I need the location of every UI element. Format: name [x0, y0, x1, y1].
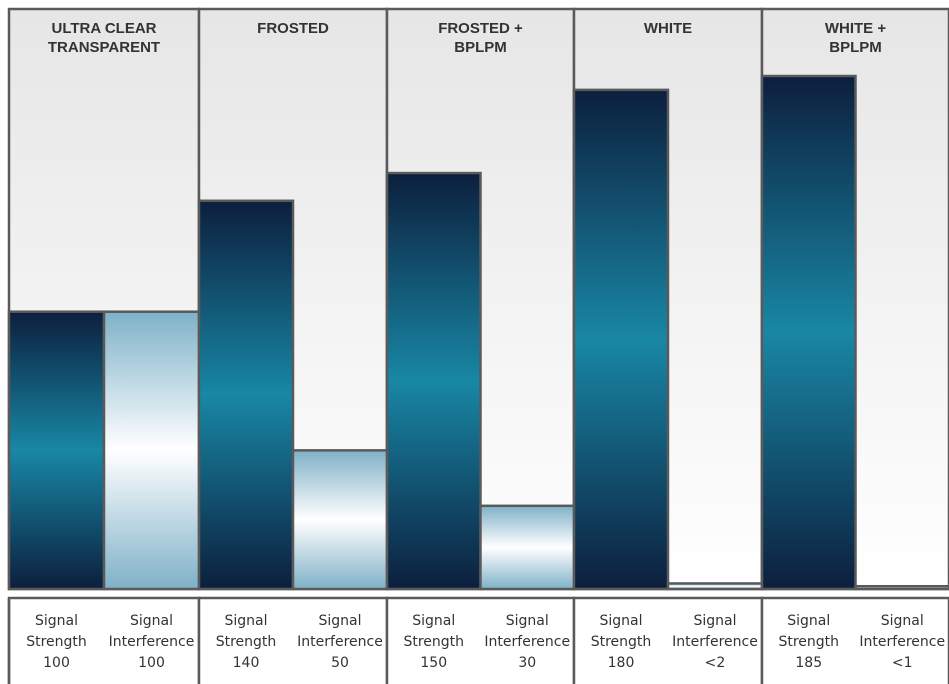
label-signal-interference-frosted-bplpm: Signal Interference 30	[484, 613, 570, 671]
footer-cell-frosted-bplpm	[385, 596, 576, 684]
label-signal-interference-ultra-clear-transparent: Signal Interference 100	[109, 613, 195, 671]
label-signal-interference-frosted: Signal Interference 50	[297, 613, 383, 671]
label-signal-strength-white-bplpm: Signal Strength 185	[778, 613, 839, 671]
label-signal-strength-frosted: Signal Strength 140	[216, 613, 277, 671]
bar-signal-interference-ultra-clear-transparent	[102, 310, 201, 591]
bar-signal-strength-white-bplpm	[760, 74, 857, 591]
category-label-white: WHITE	[644, 20, 692, 37]
bar-signal-strength-frosted-bplpm	[385, 171, 482, 591]
bar-signal-interference-white-bplpm	[854, 584, 949, 591]
footer-cell-white-bplpm	[760, 596, 949, 684]
label-signal-strength-white: Signal Strength 180	[591, 613, 652, 671]
footer-cell-frosted	[197, 596, 389, 684]
label-signal-strength-frosted-bplpm: Signal Strength 150	[403, 613, 464, 671]
bar-signal-interference-white	[666, 582, 764, 591]
bar-signal-interference-frosted-bplpm	[479, 504, 576, 591]
category-label-ultra-clear-transparent: ULTRA CLEAR TRANSPARENT	[48, 20, 160, 56]
bar-signal-strength-frosted	[197, 199, 295, 591]
category-label-white-bplpm: WHITE + BPLPM	[825, 20, 886, 56]
category-label-frosted-bplpm: FROSTED + BPLPM	[438, 20, 523, 56]
bar-signal-interference-frosted	[291, 449, 389, 591]
label-signal-interference-white-bplpm: Signal Interference <1	[859, 613, 945, 671]
label-signal-strength-ultra-clear-transparent: Signal Strength 100	[26, 613, 87, 671]
category-label-frosted: FROSTED	[257, 20, 329, 37]
bar-signal-strength-ultra-clear-transparent	[7, 310, 106, 591]
bar-signal-strength-white	[572, 88, 670, 591]
label-signal-interference-white: Signal Interference <2	[672, 613, 758, 671]
